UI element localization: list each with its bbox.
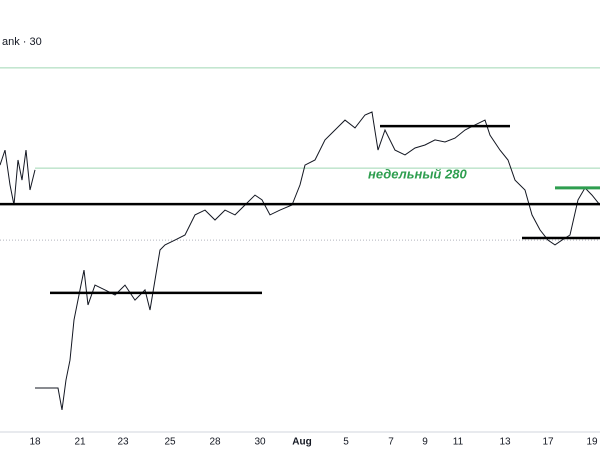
x-tick-label: 21 [74, 437, 86, 448]
x-tick-label: 9 [422, 437, 428, 448]
x-tick-label: 5 [343, 437, 349, 448]
x-tick-label: 13 [499, 437, 511, 448]
x-tick-label: Aug [292, 437, 311, 448]
x-tick-label: 28 [209, 437, 221, 448]
annotation: недельный 280 [368, 166, 467, 181]
x-tick-label: 23 [117, 437, 129, 448]
x-tick-label: 17 [542, 437, 554, 448]
x-tick-label: 30 [254, 437, 266, 448]
price-line [0, 111, 600, 410]
x-tick-label: 7 [388, 437, 394, 448]
x-tick-label: 11 [453, 437, 464, 448]
chart-title: ank · 30 [2, 36, 42, 48]
x-tick-label: 19 [586, 437, 598, 448]
x-tick-label: 18 [29, 437, 41, 448]
x-tick-label: 25 [164, 437, 176, 448]
